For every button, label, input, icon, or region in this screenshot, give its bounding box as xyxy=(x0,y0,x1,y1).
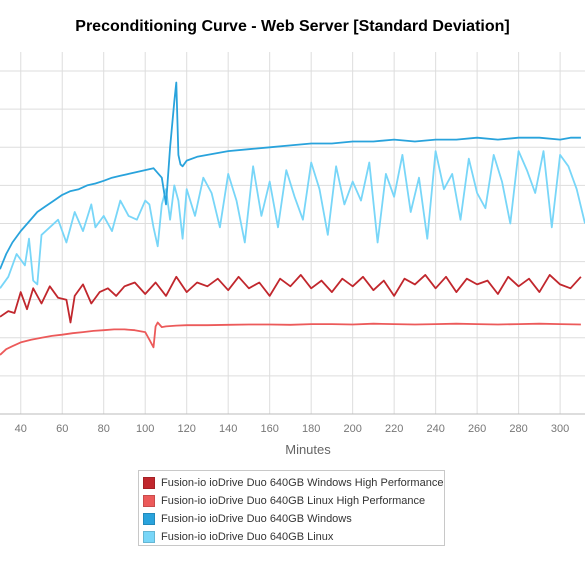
legend-item[interactable]: Fusion-io ioDrive Duo 640GB Windows xyxy=(143,510,444,528)
x-tick-label: 100 xyxy=(136,423,154,435)
x-axis-label: Minutes xyxy=(285,442,331,457)
legend-swatch xyxy=(143,477,155,489)
x-tick-label: 140 xyxy=(219,423,237,435)
x-tick-label: 40 xyxy=(15,423,27,435)
x-tick-label: 80 xyxy=(98,423,110,435)
series-line-4 xyxy=(0,150,585,289)
series-line-3 xyxy=(0,81,581,270)
legend-label: Fusion-io ioDrive Duo 640GB Linux High P… xyxy=(161,495,426,507)
x-tick-labels: 40 60 80 100 120 140 160 180 200 220 240 260 280 300 xyxy=(15,423,570,435)
x-tick-label: 300 xyxy=(551,423,569,435)
grid-lines xyxy=(0,52,585,414)
legend-label: Fusion-io ioDrive Duo 640GB Linux xyxy=(161,531,334,543)
legend: Fusion-io ioDrive Duo 640GB Windows High… xyxy=(138,470,445,546)
legend-label: Fusion-io ioDrive Duo 640GB Windows xyxy=(161,513,352,525)
x-tick-label: 120 xyxy=(178,423,196,435)
legend-label: Fusion-io ioDrive Duo 640GB Windows High… xyxy=(161,477,444,489)
x-tick-label: 160 xyxy=(261,423,279,435)
x-tick-label: 240 xyxy=(426,423,444,435)
x-tick-label: 260 xyxy=(468,423,486,435)
legend-item[interactable]: Fusion-io ioDrive Duo 640GB Linux High P… xyxy=(143,492,444,510)
legend-item[interactable]: Fusion-io ioDrive Duo 640GB Linux xyxy=(143,528,444,546)
series-line-1 xyxy=(0,273,582,324)
legend-swatch xyxy=(143,495,155,507)
x-tick-label: 280 xyxy=(509,423,527,435)
x-tick-label: 60 xyxy=(56,423,68,435)
x-tick-label: 200 xyxy=(343,423,361,435)
series-line-2 xyxy=(0,321,581,356)
series-lines xyxy=(0,81,585,356)
legend-swatch xyxy=(143,531,155,543)
x-tick-label: 220 xyxy=(385,423,403,435)
x-tick-label: 180 xyxy=(302,423,320,435)
legend-swatch xyxy=(143,513,155,525)
legend-item[interactable]: Fusion-io ioDrive Duo 640GB Windows High… xyxy=(143,474,444,492)
chart-title: Preconditioning Curve - Web Server [Stan… xyxy=(75,18,510,35)
plot-area: 40 60 80 100 120 140 160 180 200 220 240 260 280 300 … xyxy=(0,52,585,457)
